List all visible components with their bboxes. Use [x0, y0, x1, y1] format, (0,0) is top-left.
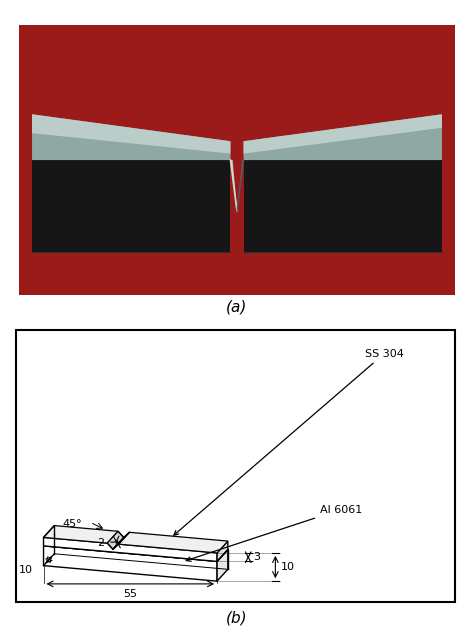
Polygon shape — [118, 533, 228, 553]
Text: 10: 10 — [281, 562, 295, 572]
Polygon shape — [244, 114, 442, 153]
Polygon shape — [32, 160, 230, 252]
Text: SS 304: SS 304 — [174, 349, 404, 535]
Polygon shape — [244, 114, 442, 160]
Text: 3: 3 — [254, 552, 261, 562]
Polygon shape — [32, 114, 230, 153]
Polygon shape — [217, 550, 228, 581]
Polygon shape — [44, 526, 118, 543]
Polygon shape — [32, 114, 230, 160]
Polygon shape — [44, 534, 228, 562]
Polygon shape — [44, 538, 217, 562]
Text: 55: 55 — [123, 589, 137, 599]
Text: (a): (a) — [226, 299, 248, 314]
Polygon shape — [107, 531, 124, 549]
Text: 2: 2 — [97, 538, 104, 548]
Polygon shape — [230, 160, 237, 211]
Polygon shape — [113, 533, 129, 549]
Polygon shape — [237, 160, 244, 211]
Polygon shape — [44, 546, 217, 581]
Text: 10: 10 — [19, 565, 33, 574]
Text: (b): (b) — [226, 610, 248, 625]
Polygon shape — [217, 541, 228, 562]
Text: Al 6061: Al 6061 — [186, 505, 362, 561]
Polygon shape — [244, 160, 442, 252]
FancyBboxPatch shape — [17, 330, 456, 602]
Text: 45°: 45° — [62, 519, 82, 529]
